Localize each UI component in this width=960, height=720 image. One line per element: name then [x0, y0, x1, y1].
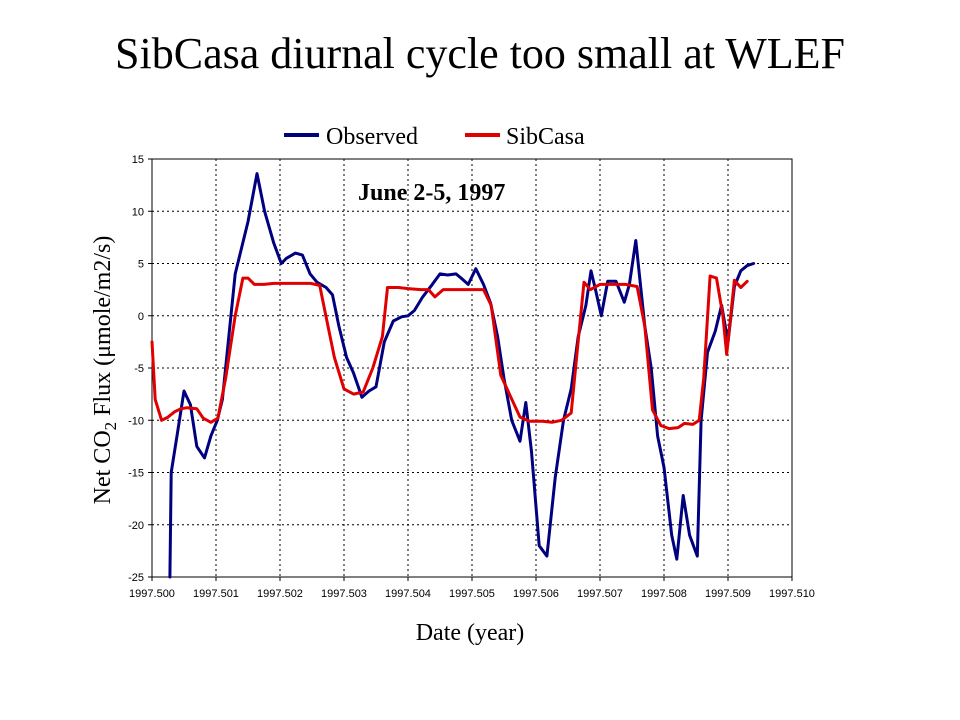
x-tick-label: 1997.506: [513, 588, 559, 600]
y-axis-ticks: 15 10 5 0 -5 -10 -15 -20 -25: [128, 154, 152, 584]
y-tick-label: -15: [128, 468, 144, 480]
y-axis-title: Net CO2 Flux (μmole/m2/s): [90, 236, 120, 505]
slide-title: SibCasa diurnal cycle too small at WLEF: [115, 29, 845, 78]
y-tick-label: 0: [138, 311, 144, 323]
x-axis-title: Date (year): [416, 620, 525, 646]
x-tick-label: 1997.502: [257, 588, 303, 600]
series-line-observed: [168, 172, 756, 579]
y-tick-label: -5: [134, 363, 144, 375]
x-tick-label: 1997.504: [385, 588, 431, 600]
x-axis-ticks: 1997.500 1997.501 1997.502 1997.503 1997.504…: [129, 577, 815, 600]
y-tick-label: -20: [128, 520, 144, 532]
y-axis-title-prefix: Net CO: [90, 430, 116, 504]
y-axis-title-suffix: Flux (μmole/m2/s): [90, 236, 116, 422]
x-tick-label: 1997.509: [705, 588, 751, 600]
x-tick-label: 1997.505: [449, 588, 495, 600]
y-tick-label: -10: [128, 415, 144, 427]
y-tick-label: -25: [128, 572, 144, 584]
legend-label-observed: Observed: [326, 124, 418, 150]
y-tick-label: 5: [138, 259, 144, 271]
legend: Observed SibCasa: [284, 124, 585, 150]
grid-lines: [152, 159, 792, 577]
x-tick-label: 1997.501: [193, 588, 239, 600]
x-tick-label: 1997.503: [321, 588, 367, 600]
x-tick-label: 1997.510: [769, 588, 815, 600]
x-tick-label: 1997.500: [129, 588, 175, 600]
y-tick-label: 15: [132, 154, 144, 166]
series-line-sibcasa: [150, 274, 749, 431]
y-tick-label: 10: [132, 206, 144, 218]
series-lines: [150, 172, 756, 579]
y-axis-title-subscript: 2: [101, 422, 120, 431]
legend-label-sibcasa: SibCasa: [506, 124, 585, 150]
chart-annotation: June 2-5, 1997: [358, 180, 505, 206]
x-tick-label: 1997.508: [641, 588, 687, 600]
x-tick-label: 1997.507: [577, 588, 623, 600]
